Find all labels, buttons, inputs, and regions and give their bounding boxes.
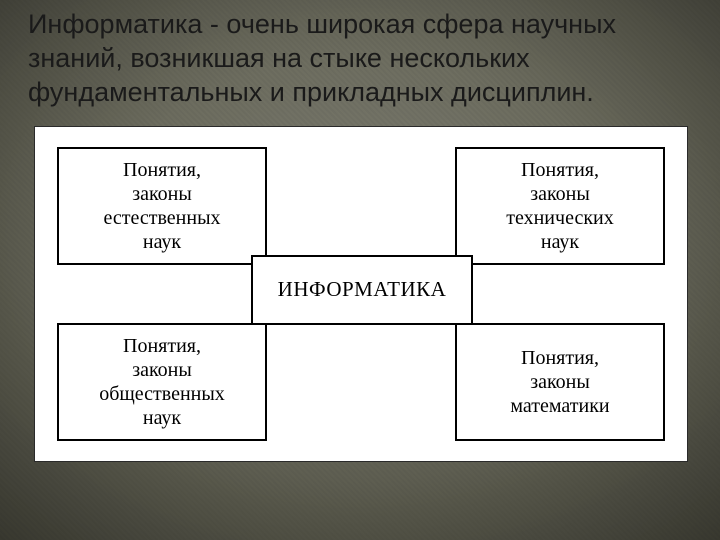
- slide-heading: Информатика - очень широкая сфера научны…: [28, 8, 696, 109]
- node-bottom-right: Понятия, законы математики: [455, 323, 665, 441]
- node-top-left: Понятия, законы естественных наук: [57, 147, 267, 265]
- slide: Информатика - очень широкая сфера научны…: [0, 0, 720, 540]
- node-bottom-left: Понятия, законы общественных наук: [57, 323, 267, 441]
- diagram-panel: Понятия, законы естественных наук Поняти…: [34, 126, 688, 462]
- node-top-right: Понятия, законы технических наук: [455, 147, 665, 265]
- node-center: ИНФОРМАТИКА: [251, 255, 473, 325]
